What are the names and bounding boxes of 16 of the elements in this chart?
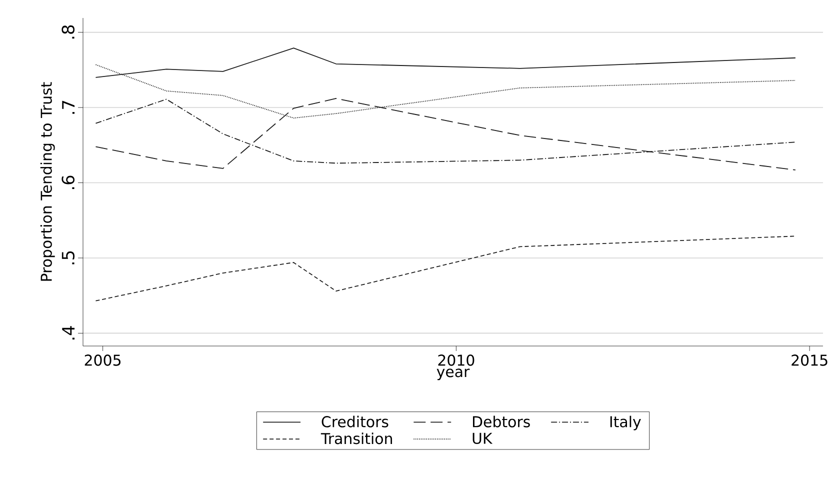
y-tick-label: .8 [62,25,75,39]
y-tick-label: .4 [62,326,75,340]
line-series [95,236,796,302]
legend-label: Transition [320,432,392,444]
x-tick-label: 2010 [438,354,474,366]
y-axis-title: Proportion Tending to Trust [40,82,55,281]
legend-label: Creditors [322,416,388,428]
legend-label: Italy [610,416,641,430]
y-tick-label: .7 [62,100,75,114]
x-axis-title: year [436,368,470,380]
legend-label: Debtors [472,416,530,428]
x-tick-label: 2005 [84,354,120,366]
legend-label: UK [472,432,493,444]
x-tick-label: 2015 [792,354,828,366]
y-tick-label: .5 [62,251,75,264]
y-tick-label: .6 [62,176,75,190]
